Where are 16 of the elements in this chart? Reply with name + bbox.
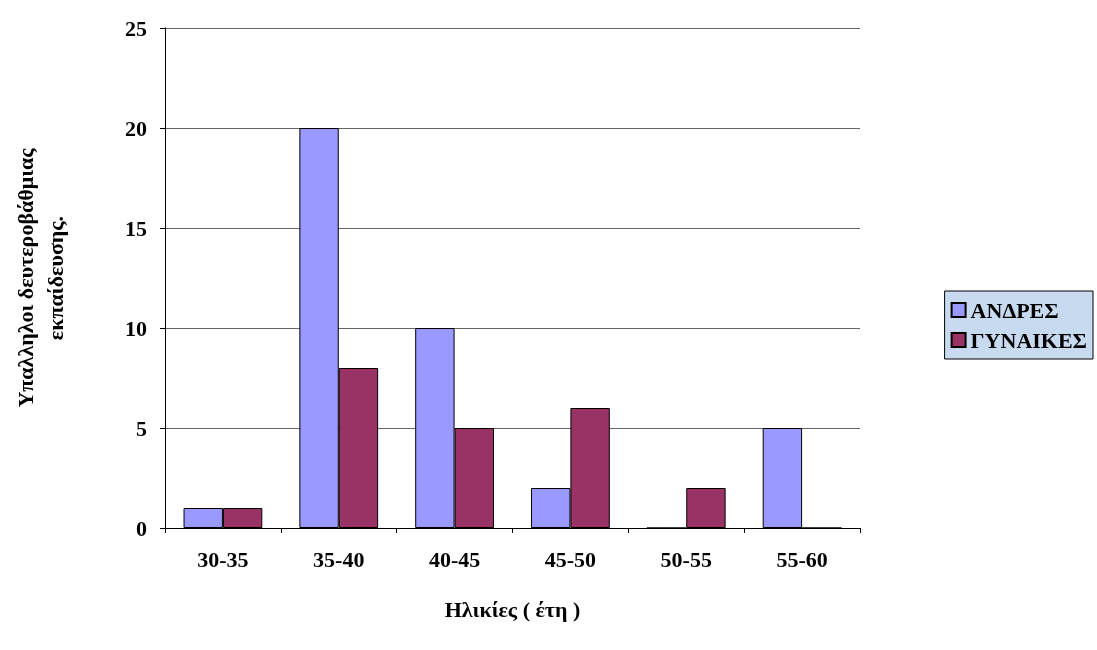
x-tick-label: 50-55 bbox=[660, 546, 712, 572]
x-tick-label: 45-50 bbox=[544, 546, 597, 572]
x-tick-label: 30-35 bbox=[197, 546, 249, 572]
legend-label: ΑΝΔΡΕΣ bbox=[970, 297, 1059, 323]
legend-label: ΓΥΝΑΙΚΕΣ bbox=[970, 327, 1088, 353]
y-tick-label: 15 bbox=[125, 215, 147, 241]
x-tick-label: 55-60 bbox=[776, 546, 828, 572]
x-tick-label: 35-40 bbox=[313, 546, 365, 572]
y-tick-label: 25 bbox=[125, 15, 147, 41]
y-tick-label: 20 bbox=[125, 115, 147, 141]
y-axis-title: Υπαλληλοι δευτεροβάθμιας εκπαίδευσης. bbox=[12, 147, 68, 408]
x-axis-title: Ηλικίες ( έτη ) bbox=[444, 596, 581, 622]
y-tick-label: 0 bbox=[136, 515, 147, 541]
y-tick-label: 10 bbox=[125, 315, 147, 341]
x-tick-label: 40-45 bbox=[428, 546, 481, 572]
y-tick-label: 5 bbox=[136, 415, 147, 441]
